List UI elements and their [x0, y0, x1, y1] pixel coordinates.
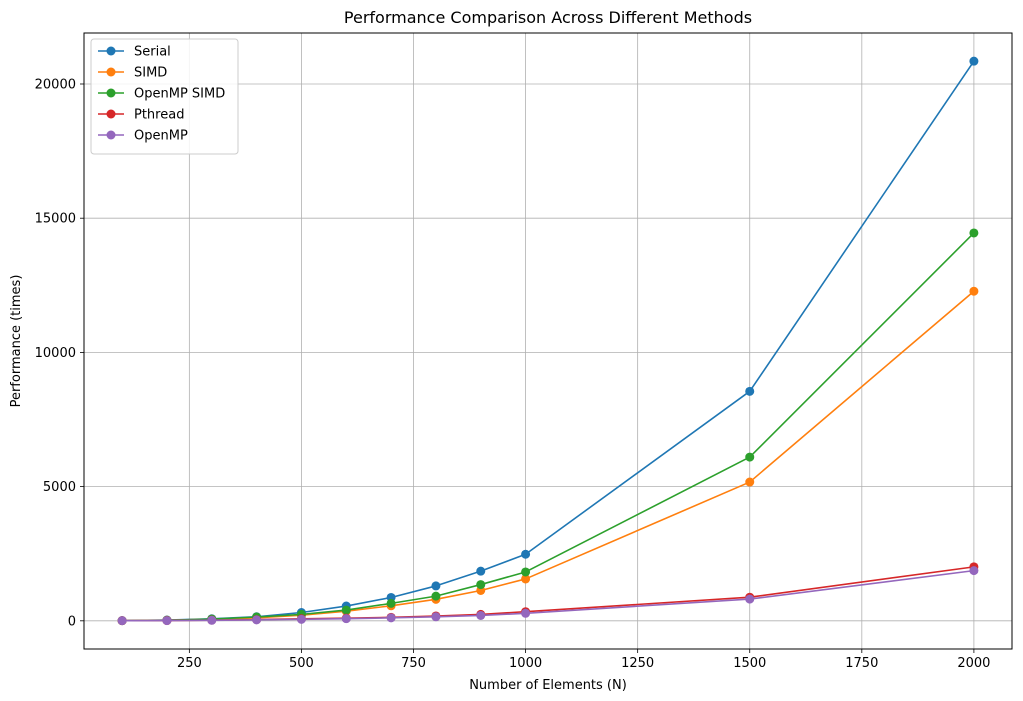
- legend-label: OpenMP SIMD: [134, 87, 225, 102]
- legend-marker: [106, 109, 116, 119]
- data-point: [476, 566, 486, 576]
- plot-frame: [83, 32, 1013, 650]
- x-tick-label: 500: [289, 656, 314, 671]
- legend-item: OpenMP SIMD: [98, 87, 225, 102]
- y-axis-label: Performance (times): [9, 275, 24, 408]
- legend-box: [90, 38, 239, 155]
- x-tick-label: 1750: [845, 656, 878, 671]
- data-point: [745, 594, 755, 604]
- x-tick-label: 1250: [621, 656, 654, 671]
- series-line: [122, 232, 975, 622]
- data-point: [341, 614, 351, 624]
- data-point: [969, 566, 979, 576]
- data-point: [431, 581, 441, 591]
- series-openmp: [117, 566, 979, 626]
- chart-title: Performance Comparison Across Different …: [344, 8, 752, 27]
- data-point: [521, 549, 531, 559]
- series-serial: [117, 56, 979, 626]
- data-point: [745, 386, 755, 396]
- series-line: [122, 60, 975, 622]
- series-layer: [117, 56, 979, 626]
- legend-item: SIMD: [98, 66, 167, 81]
- y-tick-label: 0: [68, 614, 76, 629]
- legend-item: Serial: [98, 45, 171, 60]
- grid: [84, 33, 1012, 649]
- data-point: [521, 608, 531, 618]
- data-point: [969, 56, 979, 66]
- data-point: [476, 610, 486, 620]
- legend-item: Pthread: [98, 108, 184, 123]
- data-point: [745, 477, 755, 487]
- series-openmp-simd: [117, 228, 979, 626]
- y-tick-label: 15000: [35, 212, 76, 227]
- y-tick-label: 5000: [43, 480, 76, 495]
- x-tick-label: 250: [177, 656, 202, 671]
- data-point: [386, 613, 396, 623]
- series-pthread: [117, 562, 979, 626]
- ticks: 250 500 750 1000 1250 1500 1750 200005000100001…: [35, 77, 991, 671]
- y-tick-label: 20000: [35, 77, 76, 92]
- data-point: [207, 615, 217, 625]
- legend-label: SIMD: [134, 66, 167, 81]
- x-axis-label: Number of Elements (N): [469, 678, 627, 693]
- series-line: [122, 290, 975, 622]
- data-point: [431, 612, 441, 622]
- x-tick-label: 750: [401, 656, 426, 671]
- data-point: [296, 614, 306, 624]
- x-tick-label: 2000: [957, 656, 990, 671]
- data-point: [969, 286, 979, 296]
- series-line: [122, 569, 974, 622]
- legend-marker: [106, 88, 116, 98]
- data-point: [162, 616, 172, 626]
- data-point: [386, 598, 396, 608]
- legend-label: Pthread: [134, 108, 184, 123]
- data-point: [745, 452, 755, 462]
- series-simd: [117, 286, 979, 626]
- legend-marker: [106, 67, 116, 77]
- x-tick-label: 1000: [509, 656, 542, 671]
- data-point: [117, 616, 127, 626]
- legend: Serial SIMD OpenMP SIMD Pthread OpenMP: [90, 38, 239, 155]
- data-point: [341, 605, 351, 615]
- legend-label: OpenMP: [134, 129, 188, 144]
- data-point: [252, 615, 262, 625]
- legend-label: Serial: [134, 45, 171, 60]
- data-point: [476, 580, 486, 590]
- data-point: [521, 574, 531, 584]
- legend-item: OpenMP: [98, 129, 188, 144]
- legend-marker: [106, 46, 116, 56]
- data-point: [431, 591, 441, 601]
- x-tick-label: 1500: [733, 656, 766, 671]
- data-point: [969, 228, 979, 238]
- y-tick-label: 10000: [35, 346, 76, 361]
- legend-marker: [106, 130, 116, 140]
- data-point: [521, 567, 531, 577]
